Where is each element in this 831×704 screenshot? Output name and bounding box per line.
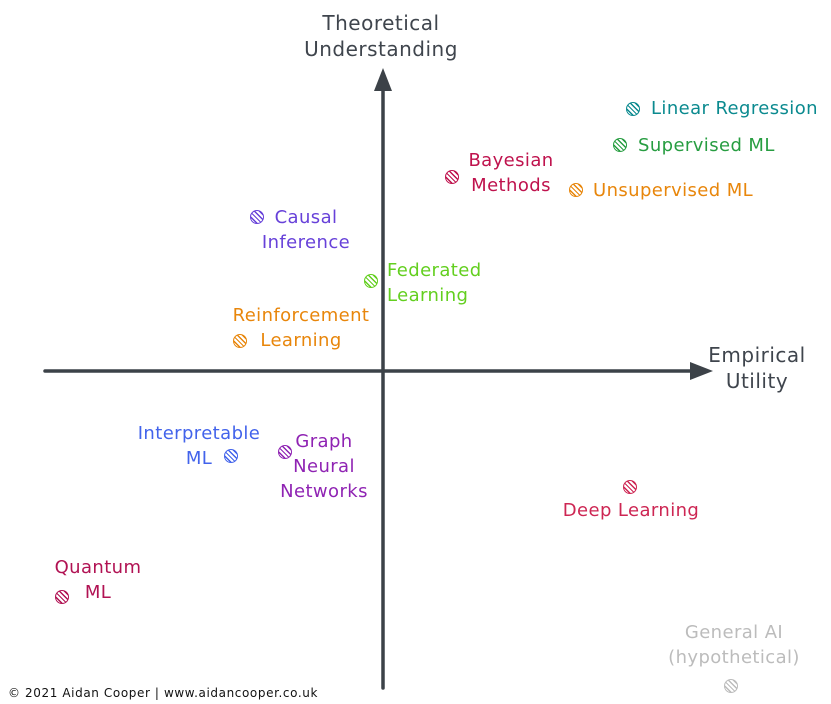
bayesian-methods-marker: [445, 170, 459, 184]
federated-learning-marker: [364, 274, 378, 288]
quantum-ml-label: Quantum ML: [54, 557, 142, 603]
general-ai-label: General AI (hypothetical): [668, 622, 800, 668]
bayesian-methods-label: Bayesian Methods: [468, 150, 554, 196]
interpretable-ml-marker: [224, 449, 238, 463]
reinforcement-learning-marker: [233, 334, 247, 348]
causal-inference-label: Causal Inference: [261, 207, 351, 253]
causal-inference-marker: [250, 210, 264, 224]
x-axis-label-line2: Utility: [725, 369, 789, 393]
deep-learning-marker: [623, 480, 637, 494]
graph-neural-networks-label: Graph Neural Networks: [280, 431, 368, 502]
y-axis-label-line1: Theoretical: [322, 11, 440, 35]
x-axis-label: Empirical Utility: [708, 342, 805, 394]
copyright: © 2021 Aidan Cooper | www.aidancooper.co…: [8, 686, 319, 700]
federated-learning-label: Federated Learning: [387, 260, 482, 306]
y-axis-arrowhead: [374, 68, 392, 91]
interpretable-ml-label: Interpretable ML: [137, 423, 261, 469]
deep-learning-label: Deep Learning: [562, 500, 700, 521]
y-axis-label: Theoretical Understanding: [304, 10, 458, 62]
linear-regression-marker: [626, 102, 640, 116]
linear-regression-label: Linear Regression: [651, 98, 818, 119]
y-axis-label-line2: Understanding: [304, 37, 458, 61]
quantum-ml-marker: [55, 590, 69, 604]
general-ai-marker: [724, 679, 738, 693]
unsupervised-ml-label: Unsupervised ML: [593, 180, 754, 201]
reinforcement-learning-label: Reinforcement Learning: [232, 305, 370, 351]
supervised-ml-label: Supervised ML: [638, 135, 775, 156]
x-axis-label-line1: Empirical: [708, 343, 806, 367]
graph-neural-networks-marker: [278, 445, 292, 459]
unsupervised-ml-marker: [569, 183, 583, 197]
supervised-ml-marker: [613, 138, 627, 152]
